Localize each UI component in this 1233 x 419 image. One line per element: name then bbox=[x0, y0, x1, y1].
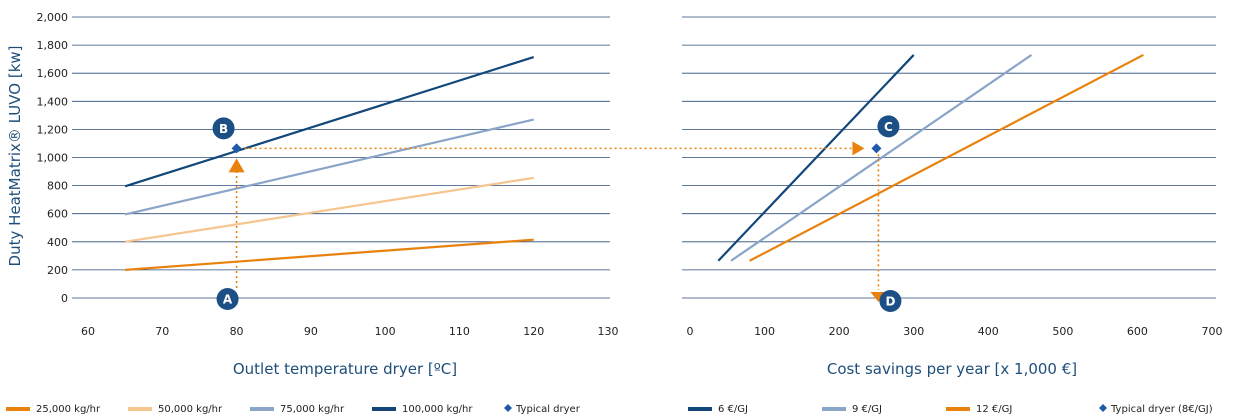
x-tick-label: 300 bbox=[903, 325, 924, 338]
marker-b-circle bbox=[212, 117, 235, 140]
legend-swatch bbox=[688, 407, 712, 411]
legend-label: 50,000 kg/hr bbox=[158, 404, 223, 415]
series-line bbox=[124, 55, 535, 188]
series-line bbox=[749, 53, 1144, 262]
legend-swatch bbox=[946, 407, 970, 411]
legend-label: 100,000 kg/hr bbox=[402, 404, 473, 415]
y-tick-label: 1,400 bbox=[37, 95, 69, 108]
marker-d-circle bbox=[879, 290, 902, 312]
y-axis-title: Duty HeatMatrix® LUVO [kw] bbox=[6, 46, 24, 267]
series-line bbox=[717, 54, 915, 262]
right-legend: 6 €/GJ 9 €/GJ 12 €/GJ Typical dryer (8€/GJ) bbox=[688, 404, 1213, 415]
legend-swatch bbox=[128, 407, 152, 411]
series-line bbox=[730, 54, 1033, 262]
right-x-axis-title: Cost savings per year [x 1,000 €] bbox=[827, 360, 1077, 378]
x-tick-label: 700 bbox=[1202, 325, 1223, 338]
y-tick-label: 600 bbox=[47, 208, 68, 221]
x-tick-label: 500 bbox=[1052, 325, 1073, 338]
right-chart-panel: 0 100 200 300 400 500 600 700 bbox=[682, 16, 1223, 338]
x-tick-label: 100 bbox=[754, 325, 775, 338]
legend-label: 9 €/GJ bbox=[852, 404, 882, 415]
x-tick-label: 600 bbox=[1127, 325, 1148, 338]
x-tick-label: 120 bbox=[523, 325, 544, 338]
typical-dryer-marker bbox=[871, 143, 882, 154]
marker-a-label: A bbox=[223, 293, 233, 307]
series-line bbox=[124, 176, 534, 243]
y-tick-label: 2,000 bbox=[37, 11, 69, 24]
y-tick-label: 1,200 bbox=[37, 123, 69, 136]
x-tick-label: 130 bbox=[598, 325, 619, 338]
left-legend: 25,000 kg/hr 50,000 kg/hr 75,000 kg/hr 100,… bbox=[6, 404, 581, 415]
legend-label: 6 €/GJ bbox=[718, 404, 748, 415]
legend-swatch bbox=[250, 407, 274, 411]
marker-b-label: B bbox=[219, 122, 228, 136]
y-tick-label: 1,000 bbox=[37, 152, 69, 165]
x-tick-label: 100 bbox=[375, 325, 396, 338]
typical-dryer-marker bbox=[231, 143, 242, 154]
y-tick-label: 1,800 bbox=[37, 39, 69, 52]
x-tick-label: 200 bbox=[829, 325, 850, 338]
arrow-head-right bbox=[852, 141, 865, 156]
left-chart-panel: 0 200 400 600 800 1,000 1,200 1,400 1,600 1,800 2,… bbox=[37, 11, 619, 338]
legend-diamond bbox=[1099, 404, 1107, 412]
marker-c-label: C bbox=[884, 120, 893, 134]
x-tick-label: 60 bbox=[81, 325, 95, 338]
marker-a-circle bbox=[216, 288, 239, 310]
y-tick-label: 400 bbox=[47, 236, 68, 249]
y-tick-label: 1,600 bbox=[37, 67, 69, 80]
legend-label: Typical dryer bbox=[515, 404, 581, 415]
legend-label: 25,000 kg/hr bbox=[36, 404, 101, 415]
legend-label: 12 €/GJ bbox=[976, 404, 1012, 415]
legend-diamond bbox=[504, 404, 512, 412]
left-x-axis-title: Outlet temperature dryer [ºC] bbox=[233, 360, 457, 378]
legend-label: Typical dryer (8€/GJ) bbox=[1110, 404, 1213, 415]
series-line bbox=[125, 238, 534, 271]
x-tick-label: 70 bbox=[155, 325, 169, 338]
x-tick-label: 90 bbox=[304, 325, 318, 338]
legend-swatch bbox=[6, 407, 30, 411]
y-tick-label: 800 bbox=[47, 180, 68, 193]
legend-label: 75,000 kg/hr bbox=[280, 404, 345, 415]
x-tick-label: 80 bbox=[230, 325, 244, 338]
x-tick-label: 0 bbox=[687, 325, 694, 338]
legend-swatch bbox=[822, 407, 846, 411]
reading-path-arrows: A B C D bbox=[212, 115, 902, 312]
x-tick-label: 110 bbox=[449, 325, 470, 338]
marker-d-label: D bbox=[885, 295, 895, 309]
x-tick-label: 400 bbox=[978, 325, 999, 338]
y-tick-label: 0 bbox=[61, 292, 68, 305]
marker-c-circle bbox=[877, 115, 900, 138]
arrow-head-up bbox=[228, 158, 245, 173]
series-line bbox=[124, 118, 534, 216]
legend-swatch bbox=[372, 407, 396, 411]
y-tick-label: 200 bbox=[47, 264, 68, 277]
